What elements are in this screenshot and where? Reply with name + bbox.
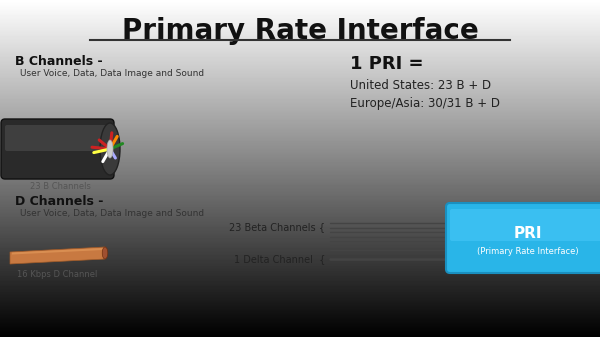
- Text: User Voice, Data, Data Image and Sound: User Voice, Data, Data Image and Sound: [20, 209, 204, 218]
- Text: Primary Rate Interface: Primary Rate Interface: [122, 17, 478, 45]
- FancyBboxPatch shape: [5, 125, 110, 151]
- Text: 16 Kbps D Channel: 16 Kbps D Channel: [17, 270, 97, 279]
- Text: 1 PRI =: 1 PRI =: [350, 55, 424, 73]
- Ellipse shape: [100, 123, 120, 175]
- Text: B Channels -: B Channels -: [15, 55, 103, 68]
- Text: PRI: PRI: [514, 225, 542, 241]
- FancyBboxPatch shape: [1, 119, 114, 179]
- Text: D Channels -: D Channels -: [15, 195, 103, 208]
- Text: User Voice, Data, Data Image and Sound: User Voice, Data, Data Image and Sound: [20, 69, 204, 78]
- Polygon shape: [10, 247, 105, 264]
- Text: Europe/Asia: 30/31 B + D: Europe/Asia: 30/31 B + D: [350, 97, 500, 110]
- Ellipse shape: [102, 247, 108, 259]
- Text: 23 B Channels: 23 B Channels: [29, 182, 91, 191]
- Text: (Primary Rate Interface): (Primary Rate Interface): [477, 246, 579, 255]
- Text: 23 Beta Channels {: 23 Beta Channels {: [229, 222, 325, 232]
- Text: United States: 23 B + D: United States: 23 B + D: [350, 79, 491, 92]
- FancyBboxPatch shape: [446, 203, 600, 273]
- Text: 1 Delta Channel  {: 1 Delta Channel {: [233, 254, 325, 264]
- Polygon shape: [12, 248, 103, 254]
- FancyBboxPatch shape: [450, 209, 600, 241]
- Ellipse shape: [107, 140, 113, 158]
